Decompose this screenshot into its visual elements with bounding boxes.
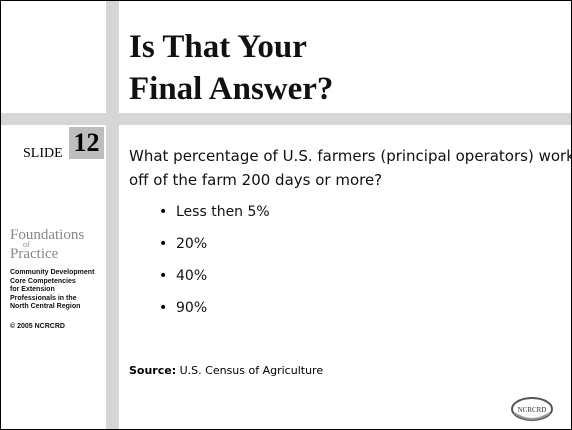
slide-number: 12 xyxy=(69,127,104,159)
credit-line: North Central Region xyxy=(10,303,81,310)
option: 90% xyxy=(176,300,208,316)
bullet: • xyxy=(159,204,168,220)
brand-text: Practice xyxy=(10,246,59,262)
credit-line: Community Development xyxy=(10,269,95,276)
credit-line: Core Competencies xyxy=(10,277,76,285)
brand-text: Foundations xyxy=(10,227,85,243)
slide-label: SLIDE xyxy=(23,146,63,161)
bullet: • xyxy=(159,236,168,252)
header-bar xyxy=(1,113,571,125)
source-text: U.S. Census of Agriculture xyxy=(179,364,324,377)
side-bar xyxy=(106,1,119,429)
question-line: off of the farm 200 days or more? xyxy=(129,171,383,189)
option: 40% xyxy=(176,268,208,284)
question-line: What percentage of U.S. farmers (princip… xyxy=(129,147,572,165)
title-line: Final Answer? xyxy=(129,71,334,107)
logo-text: NCRCRD xyxy=(518,406,547,414)
option: 20% xyxy=(176,236,208,252)
option: Less then 5% xyxy=(176,204,270,220)
logo: NCRCRD xyxy=(511,397,553,421)
title-line: Is That Your xyxy=(129,29,307,65)
bullet: • xyxy=(159,268,168,284)
copyright: © 2005 NCRCRD xyxy=(10,323,65,330)
source-label: Source: xyxy=(129,364,177,377)
credit-line: Professionals in the xyxy=(10,294,77,302)
credit-line: for Extension xyxy=(10,286,55,293)
brand-text: of xyxy=(23,240,30,249)
source: Source: U.S. Census of Agriculture xyxy=(129,364,323,377)
bullet: • xyxy=(159,300,168,316)
